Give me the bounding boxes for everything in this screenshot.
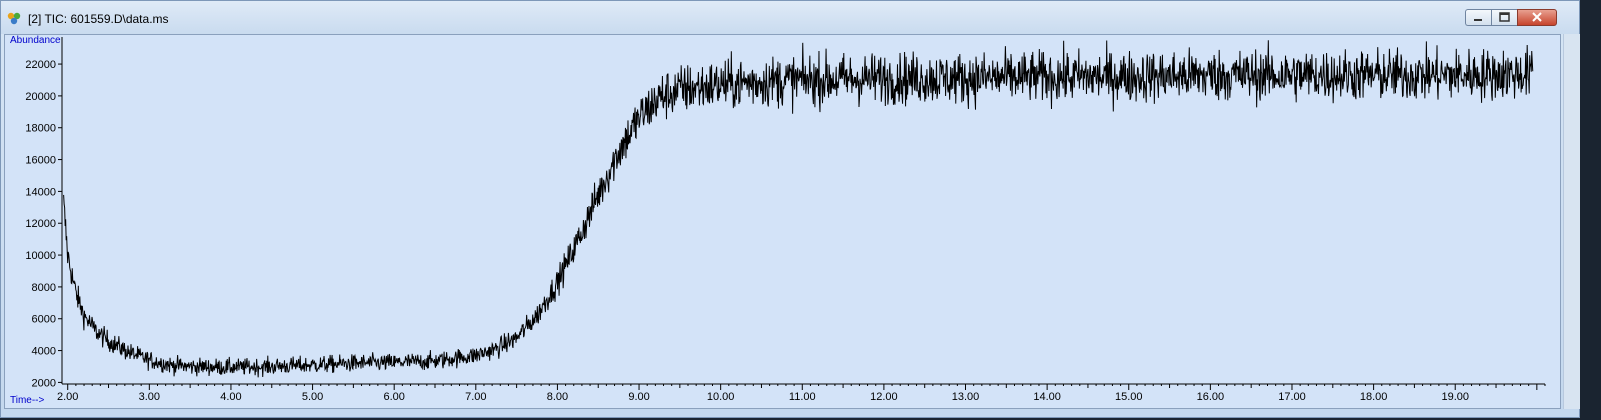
minimize-button[interactable]	[1465, 9, 1491, 26]
x-tick-label: 15.00	[1115, 391, 1143, 403]
right-edge-panel	[1563, 34, 1580, 409]
x-tick-label: 17.00	[1278, 391, 1306, 403]
tic-chart[interactable]: 2000 4000 6000 8000 10000 12000 14000 16000 1800…	[5, 35, 1560, 408]
y-axis: 2000 4000 6000 8000 10000 12000 14000 16000 1800…	[25, 37, 63, 389]
close-icon	[1532, 12, 1542, 22]
x-tick-label: 12.00	[870, 391, 898, 403]
x-tick-label: 2.00	[57, 391, 78, 403]
minimize-icon	[1474, 19, 1482, 21]
y-tick-label: 6000	[32, 314, 56, 326]
x-tick-label: 8.00	[547, 391, 568, 403]
y-tick-label: 18000	[25, 123, 56, 135]
x-tick-label: 16.00	[1197, 391, 1225, 403]
y-axis-title: Abundance	[10, 35, 61, 46]
window-controls	[1465, 9, 1557, 27]
tic-trace	[63, 40, 1534, 378]
x-tick-label: 7.00	[465, 391, 486, 403]
x-axis: 2.00 3.00 4.00 5.00 6.00 7.00 8.00 9.00 10.00 11.…	[57, 383, 1546, 403]
x-tick-label: 14.00	[1033, 391, 1061, 403]
x-tick-label: 9.00	[628, 391, 649, 403]
x-tick-label: 5.00	[302, 391, 323, 403]
x-tick-label: 3.00	[139, 391, 160, 403]
y-tick-label: 20000	[25, 91, 56, 103]
x-tick-label: 6.00	[383, 391, 404, 403]
x-tick-label: 19.00	[1441, 391, 1469, 403]
title-bar[interactable]: [2] TIC: 601559.D\data.ms	[1, 1, 1579, 34]
y-tick-label: 2000	[32, 377, 56, 389]
plot-area[interactable]: 2000 4000 6000 8000 10000 12000 14000 16000 1800…	[4, 34, 1561, 409]
window-title: [2] TIC: 601559.D\data.ms	[28, 12, 169, 26]
y-tick-label: 22000	[25, 59, 56, 71]
chromatogram-app-icon	[7, 12, 21, 25]
y-tick-label: 10000	[25, 250, 56, 262]
y-tick-label: 16000	[25, 155, 56, 167]
x-tick-label: 4.00	[220, 391, 241, 403]
maximize-button[interactable]	[1491, 9, 1517, 26]
maximize-icon	[1499, 12, 1510, 22]
x-tick-label: 11.00	[789, 391, 816, 403]
y-tick-label: 14000	[25, 186, 56, 198]
y-tick-label: 8000	[32, 282, 56, 294]
x-tick-label: 18.00	[1360, 391, 1388, 403]
x-tick-label: 10.00	[707, 391, 735, 403]
x-tick-label: 13.00	[952, 391, 980, 403]
x-axis-title: Time-->	[10, 395, 45, 406]
y-tick-label: 12000	[25, 218, 56, 230]
y-tick-label: 4000	[32, 346, 56, 358]
close-button[interactable]	[1517, 9, 1557, 26]
